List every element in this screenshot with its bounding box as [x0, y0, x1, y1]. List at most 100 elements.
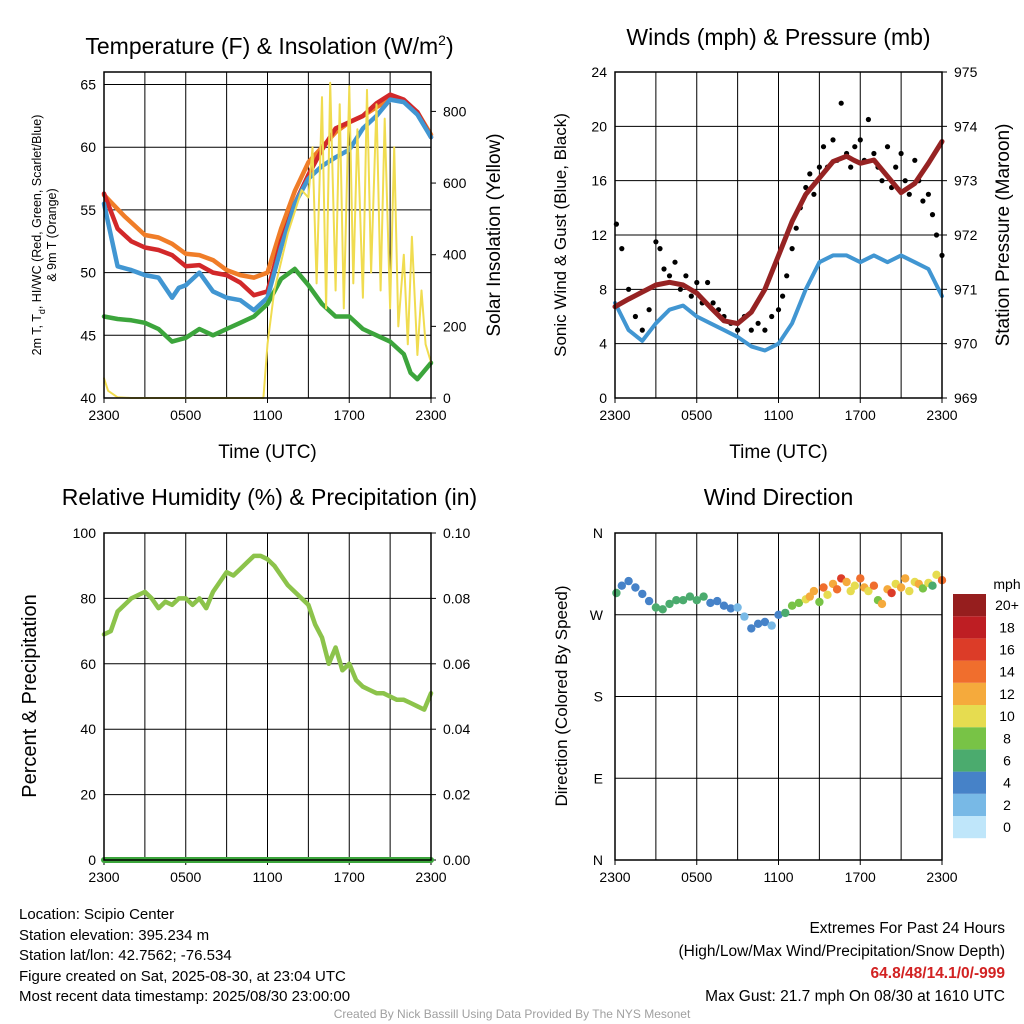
wind-direction-point — [685, 592, 695, 601]
gust-point — [769, 313, 775, 320]
gust-point — [838, 100, 844, 106]
y-tick-label-right: 800 — [443, 103, 467, 119]
gust-point — [902, 178, 908, 184]
x-tick-label: 0500 — [681, 869, 712, 885]
x-tick-label: 1100 — [763, 407, 793, 423]
wind-direction-point — [832, 585, 842, 594]
wind-direction-point — [658, 605, 667, 614]
colorbar-label: 14 — [999, 664, 1015, 680]
y-tick-label-left: 60 — [80, 139, 96, 155]
y-tick-label-right: 0.06 — [443, 656, 470, 672]
y-tick-label-right: 973 — [954, 173, 978, 189]
y-tick-label-left: 0 — [88, 852, 96, 868]
gust-point — [653, 239, 659, 245]
series-relative-humidity-line — [101, 553, 434, 712]
wind-direction-point — [706, 598, 715, 608]
gust-point — [879, 178, 885, 184]
x-tick-label: 0500 — [681, 407, 712, 423]
x-tick-label: 2300 — [599, 869, 630, 885]
wind-direction-point — [672, 596, 681, 605]
y-tick-label-right: 970 — [954, 336, 978, 352]
gust-point — [666, 273, 673, 279]
wind-direction-point — [631, 583, 640, 592]
gust-point — [735, 327, 741, 333]
y-tick-label-left: 20 — [591, 118, 607, 134]
chart-title: Wind Direction — [704, 484, 854, 510]
series-heat-index-line — [101, 97, 434, 313]
wind-direction-point — [896, 583, 906, 592]
colorbar-swatch — [953, 771, 986, 794]
y-tick-label-left: 60 — [80, 656, 96, 672]
wind-direction-point — [781, 608, 790, 618]
colorbar-swatch — [953, 682, 986, 705]
station-info: Location: Scipio Center Station elevatio… — [19, 905, 350, 1008]
y-tick-label-left: 65 — [80, 77, 96, 93]
y-tick-label-right: 972 — [954, 227, 978, 243]
gust-point — [912, 157, 918, 163]
gust-point — [657, 246, 663, 252]
station-latlon: Station lat/lon: 42.7562; -76.534 — [19, 947, 232, 964]
gust-point — [933, 232, 940, 238]
y-tick-label-left: N — [593, 525, 603, 541]
y-axis-label-right: Solar Insolation (Yellow) — [484, 133, 505, 336]
gust-point — [906, 191, 912, 197]
wind-direction-point — [753, 619, 763, 628]
station-location: Location: Scipio Center — [19, 906, 175, 923]
gust-point — [619, 246, 625, 252]
wind-direction-point — [918, 584, 928, 593]
x-tick-label: 0500 — [170, 869, 201, 885]
x-tick-label: 2300 — [415, 407, 446, 423]
gust-point — [677, 286, 684, 292]
y-tick-label-left: S — [594, 689, 603, 705]
y-axis-label-right: Station Pressure (Maroon) — [993, 124, 1014, 347]
gust-point — [857, 137, 863, 143]
series-sonic-wind-line — [613, 253, 944, 353]
y-tick-label-right: 200 — [443, 318, 467, 334]
colorbar-swatch — [953, 638, 986, 661]
y-tick-label-left: W — [590, 607, 604, 623]
y-tick-label-right: 0.00 — [443, 852, 470, 868]
x-tick-label: 2300 — [926, 869, 957, 885]
gust-point — [661, 266, 667, 272]
x-axis-label: Time (UTC) — [218, 442, 317, 463]
wind-direction-point — [809, 586, 819, 596]
colorbar-title: mph — [993, 576, 1020, 592]
colorbar-label: 20+ — [995, 597, 1019, 613]
gust-point — [688, 293, 694, 299]
y-tick-label-right: 0.10 — [443, 525, 470, 541]
y-tick-label-right: 0 — [443, 390, 451, 406]
extremes-title: Extremes For Past 24 Hours — [809, 920, 1005, 937]
wind-direction-point — [819, 583, 828, 592]
wind-direction-point — [638, 589, 647, 599]
extremes-legend: (High/Low/Max Wind/Precipitation/Snow De… — [678, 942, 1006, 960]
gust-point — [920, 198, 926, 204]
chart-title: Winds (mph) & Pressure (mb) — [626, 24, 930, 50]
gust-point — [705, 279, 711, 286]
y-tick-label-left: 45 — [80, 327, 96, 343]
x-tick-label: 2300 — [415, 869, 446, 885]
colorbar-swatch — [953, 727, 986, 750]
y-tick-label-right: 0.02 — [443, 787, 470, 803]
gust-point — [925, 191, 932, 197]
y-tick-label-right: 0.04 — [443, 721, 470, 737]
x-tick-label: 0500 — [170, 407, 201, 423]
most-recent-timestamp: Most recent data timestamp: 2025/08/30 2… — [19, 988, 351, 1005]
wind-direction-point — [850, 581, 859, 590]
colorbar-swatch — [953, 793, 986, 816]
y-axis-label-left: Direction (Colored By Speed) — [552, 585, 571, 806]
y-tick-label-left: 55 — [80, 202, 96, 218]
y-axis-label-left: Percent & Precipitation — [19, 594, 41, 797]
wind-direction-point — [794, 598, 804, 608]
gust-point — [893, 164, 899, 170]
y-tick-label-left: 80 — [80, 590, 96, 606]
gust-point — [626, 286, 632, 292]
gust-point — [683, 273, 689, 279]
gust-point — [780, 293, 786, 299]
y-tick-label-left: 24 — [591, 64, 607, 80]
gust-point — [639, 327, 645, 333]
wind-direction-point — [733, 603, 742, 612]
y-tick-label-left: 20 — [80, 787, 96, 803]
gust-point — [789, 246, 795, 252]
y-tick-label-right: 971 — [954, 281, 978, 297]
wind-direction-point — [713, 596, 722, 606]
